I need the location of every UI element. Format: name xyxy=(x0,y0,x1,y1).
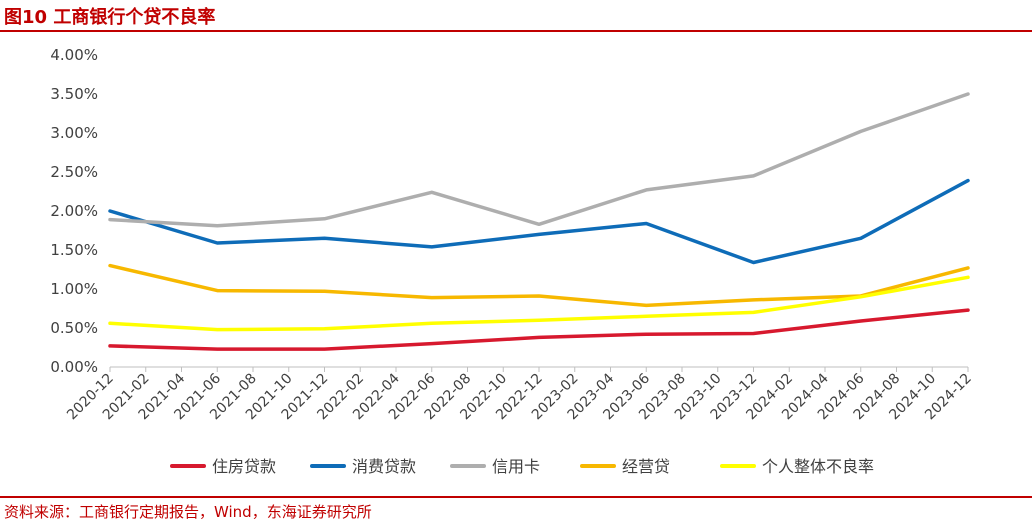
y-tick-label: 4.00% xyxy=(50,46,98,64)
series-line xyxy=(108,92,970,228)
legend-label: 信用卡 xyxy=(492,457,540,476)
series-line xyxy=(108,178,970,265)
y-tick-label: 0.50% xyxy=(50,319,98,337)
source-note: 资料来源：工商银行定期报告，Wind，东海证券研究所 xyxy=(4,503,372,521)
title-divider xyxy=(0,30,1032,32)
y-tick-label: 1.00% xyxy=(50,280,98,298)
series-line xyxy=(108,263,970,308)
legend-label: 消费贷款 xyxy=(352,457,416,476)
series-line xyxy=(108,308,970,351)
legend-label: 住房贷款 xyxy=(212,457,276,476)
series-line xyxy=(108,275,970,332)
figure-title: 图10 工商银行个贷不良率 xyxy=(4,7,216,28)
x-axis: 2020-122021-022021-042021-062021-082021-… xyxy=(64,366,975,423)
legend-label: 个人整体不良率 xyxy=(762,457,874,476)
y-tick-label: 3.00% xyxy=(50,124,98,142)
y-tick-label: 2.00% xyxy=(50,202,98,220)
y-axis: 0.00% 0.50% 1.00% 1.50% 2.00% 2.50% 3.00% 3.50%… xyxy=(50,46,98,376)
source-divider xyxy=(0,496,1032,498)
y-tick-label: 1.50% xyxy=(50,241,98,259)
y-tick-label: 3.50% xyxy=(50,85,98,103)
legend-label: 经营贷 xyxy=(622,457,670,476)
series-lines xyxy=(108,92,970,351)
y-tick-label: 0.00% xyxy=(50,358,98,376)
legend: 住房贷款 消费贷款 信用卡 经营贷 个人整体不良率 xyxy=(170,457,874,476)
y-tick-label: 2.50% xyxy=(50,163,98,181)
